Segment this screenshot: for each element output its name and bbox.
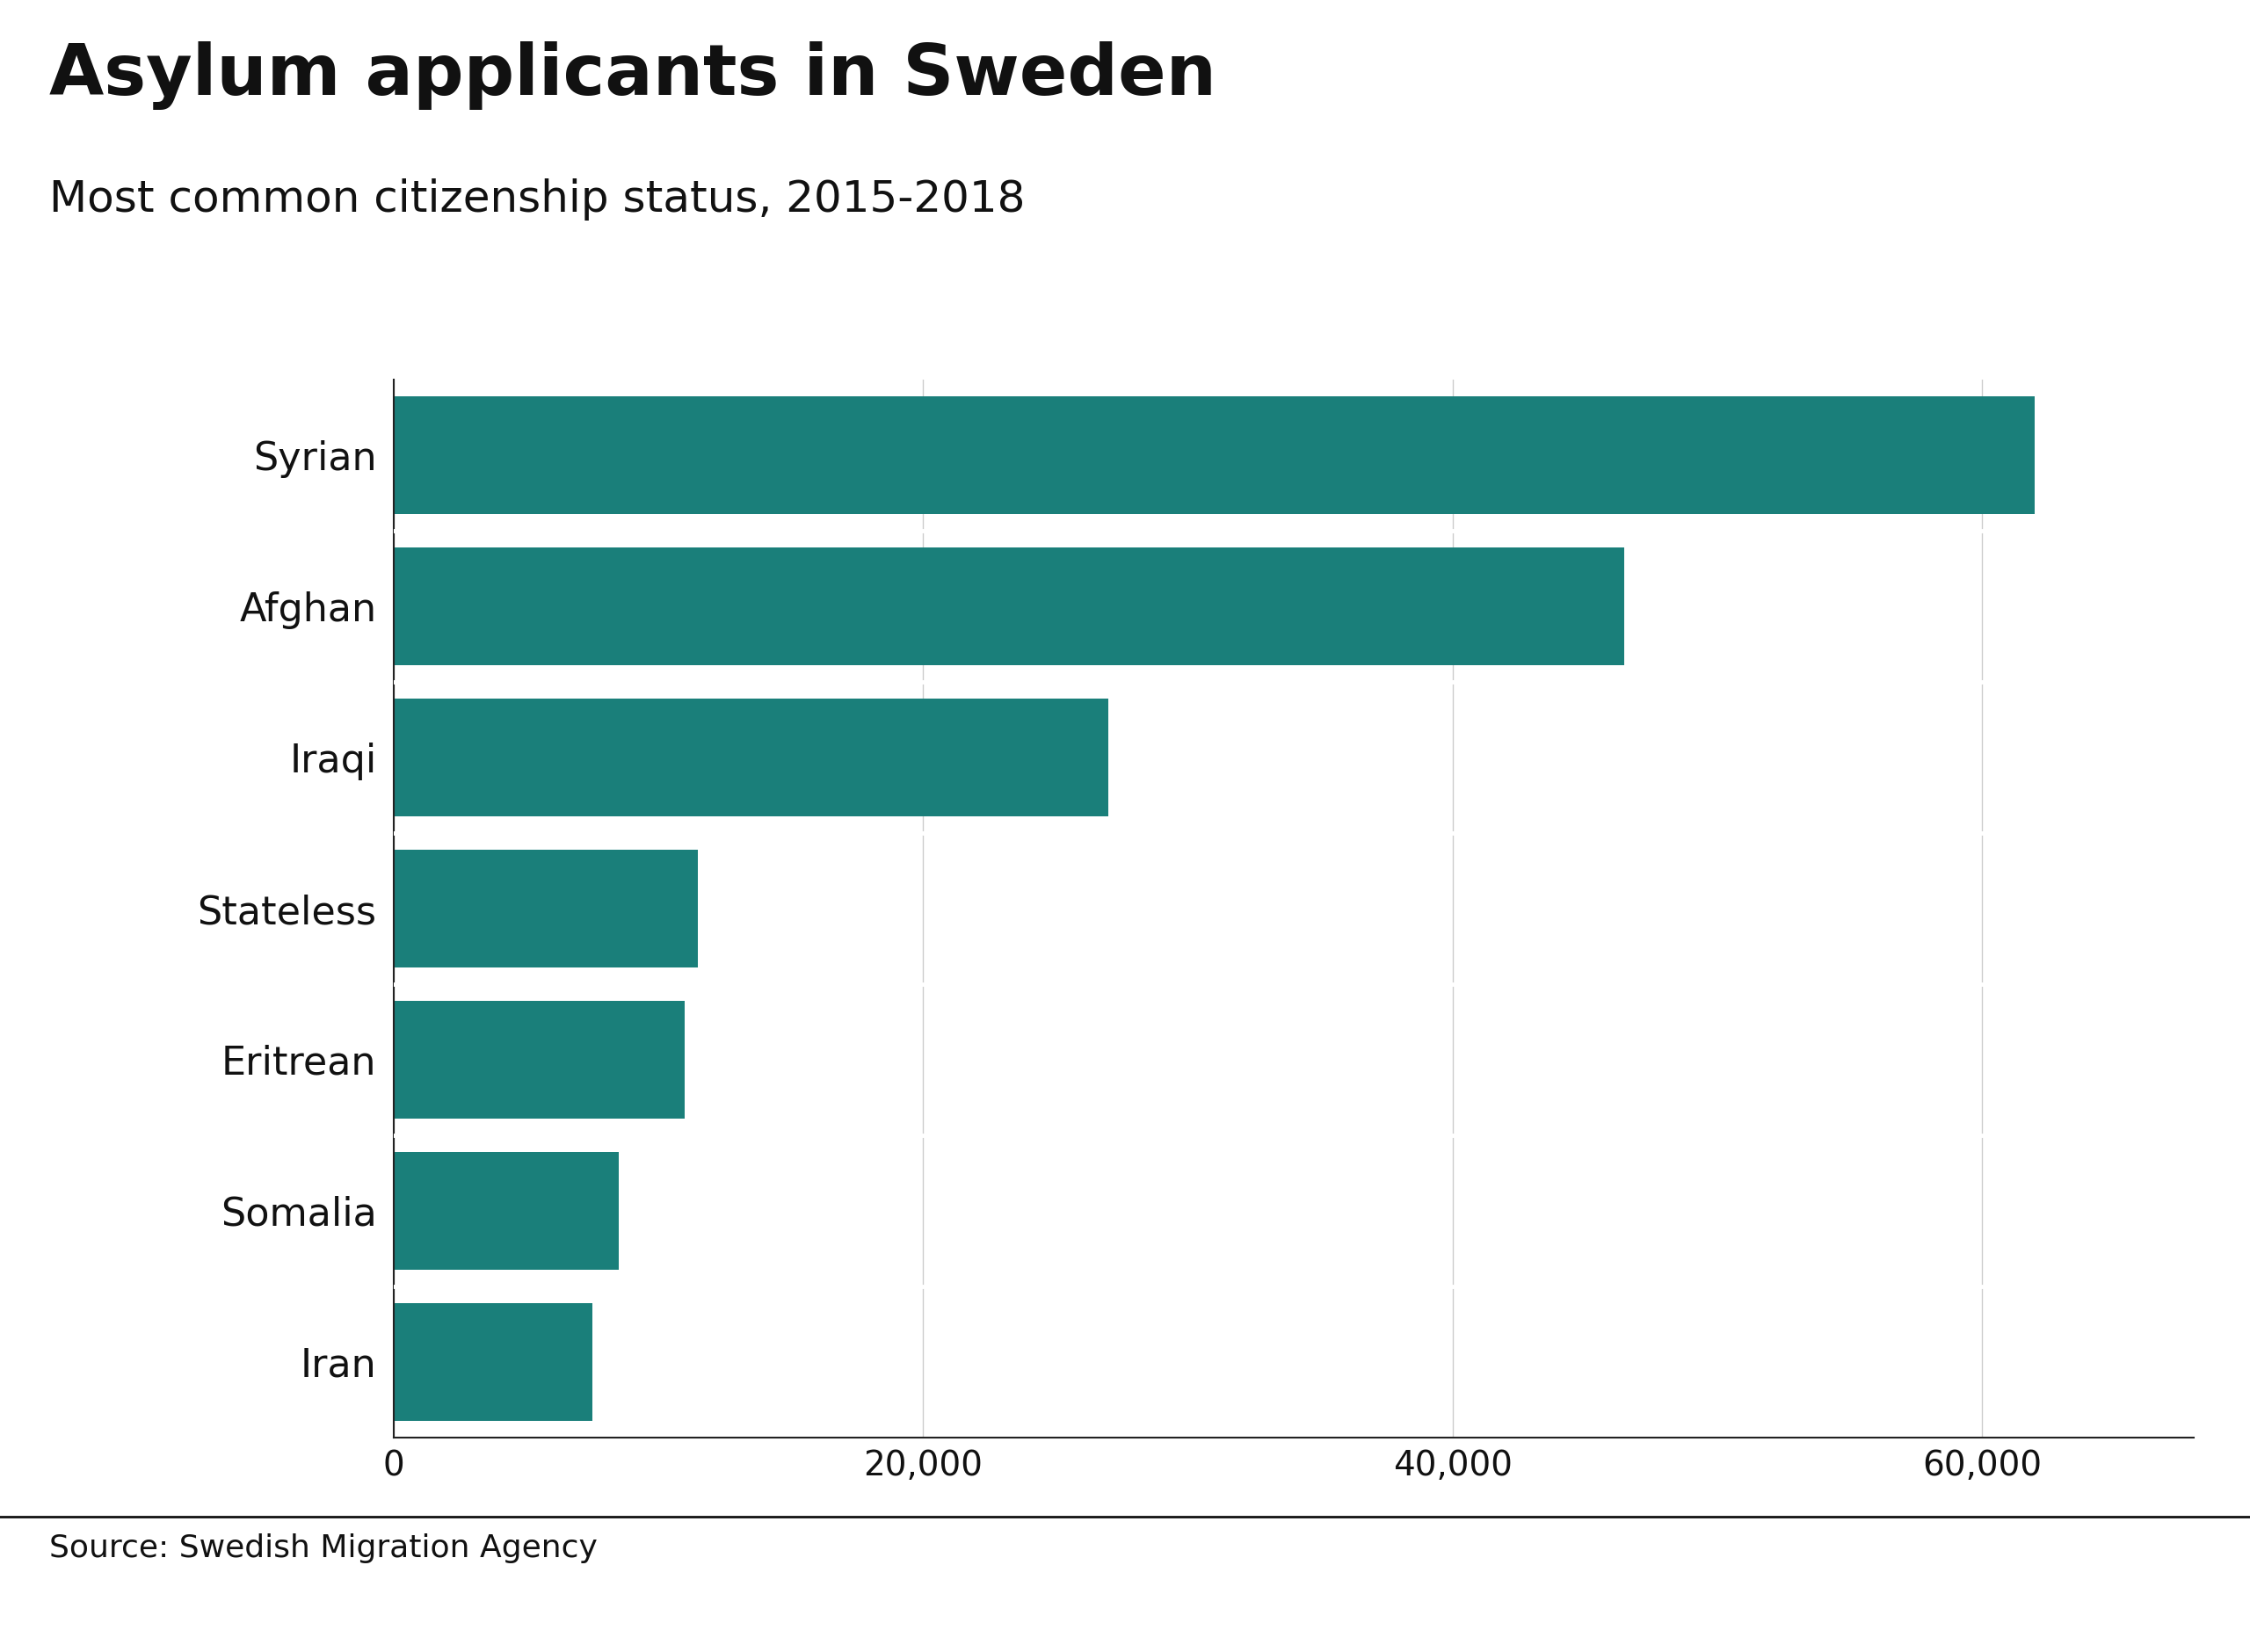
Bar — [394, 849, 698, 968]
Text: B: B — [2081, 1566, 2113, 1602]
Bar — [394, 396, 2034, 514]
Text: C: C — [2180, 1566, 2207, 1602]
Bar — [394, 1151, 619, 1270]
Bar — [394, 547, 1624, 666]
Bar — [394, 699, 1109, 816]
Text: Asylum applicants in Sweden: Asylum applicants in Sweden — [49, 41, 1217, 109]
Bar — [394, 1303, 592, 1421]
Text: Most common citizenship status, 2015-2018: Most common citizenship status, 2015-201… — [49, 178, 1026, 221]
Bar — [394, 1001, 684, 1118]
Text: B: B — [1984, 1566, 2016, 1602]
Text: Source: Swedish Migration Agency: Source: Swedish Migration Agency — [49, 1533, 598, 1563]
